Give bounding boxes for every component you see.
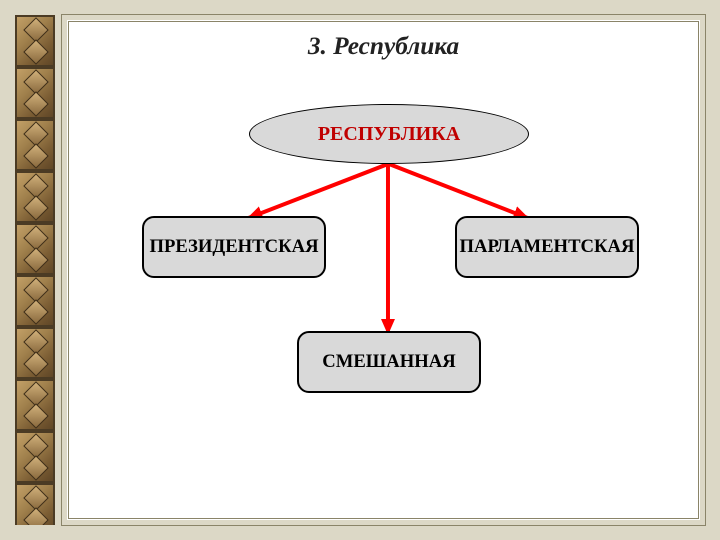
decorative-left-border xyxy=(15,15,55,525)
content-frame: 3. Республика РЕСПУБЛИКА ПРЕЗИДЕНТСКАЯ П… xyxy=(62,15,705,525)
node-mixed-label: СМЕШАННАЯ xyxy=(299,351,479,373)
node-presidential-label: ПРЕЗИДЕНТСКАЯ xyxy=(143,236,324,258)
edge-arrow xyxy=(248,164,388,218)
node-root-label: РЕСПУБЛИКА xyxy=(318,123,460,146)
node-presidential: ПРЕЗИДЕНТСКАЯ xyxy=(142,216,326,278)
edge-arrow xyxy=(389,164,528,218)
node-root-republic: РЕСПУБЛИКА xyxy=(249,104,529,164)
node-parliamentary-label: ПАРЛАМЕНТСКАЯ xyxy=(454,236,641,258)
content-inner: 3. Республика РЕСПУБЛИКА ПРЕЗИДЕНТСКАЯ П… xyxy=(68,21,699,519)
node-parliamentary: ПАРЛАМЕНТСКАЯ xyxy=(455,216,639,278)
node-mixed: СМЕШАННАЯ xyxy=(297,331,481,393)
slide-root: 3. Республика РЕСПУБЛИКА ПРЕЗИДЕНТСКАЯ П… xyxy=(0,0,720,540)
